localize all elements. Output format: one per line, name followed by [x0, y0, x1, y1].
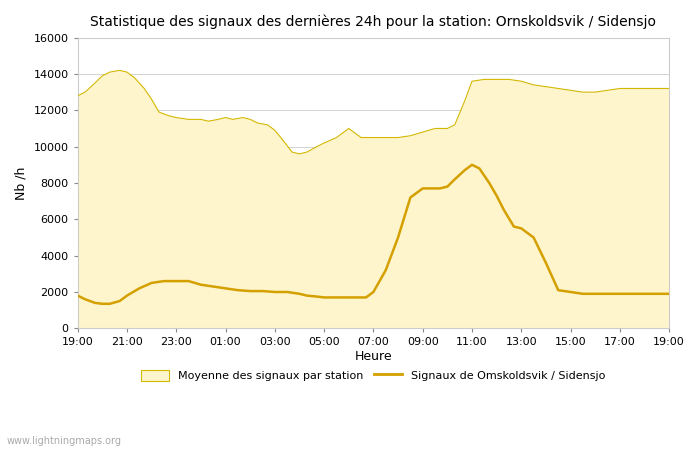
Legend: Moyenne des signaux par station, Signaux de Omskoldsvik / Sidensjo: Moyenne des signaux par station, Signaux…: [136, 364, 611, 387]
Text: www.lightningmaps.org: www.lightningmaps.org: [7, 436, 122, 446]
X-axis label: Heure: Heure: [355, 350, 392, 363]
Y-axis label: Nb /h: Nb /h: [15, 166, 28, 200]
Title: Statistique des signaux des dernières 24h pour la station: Ornskoldsvik / Sidens: Statistique des signaux des dernières 24…: [90, 15, 657, 30]
